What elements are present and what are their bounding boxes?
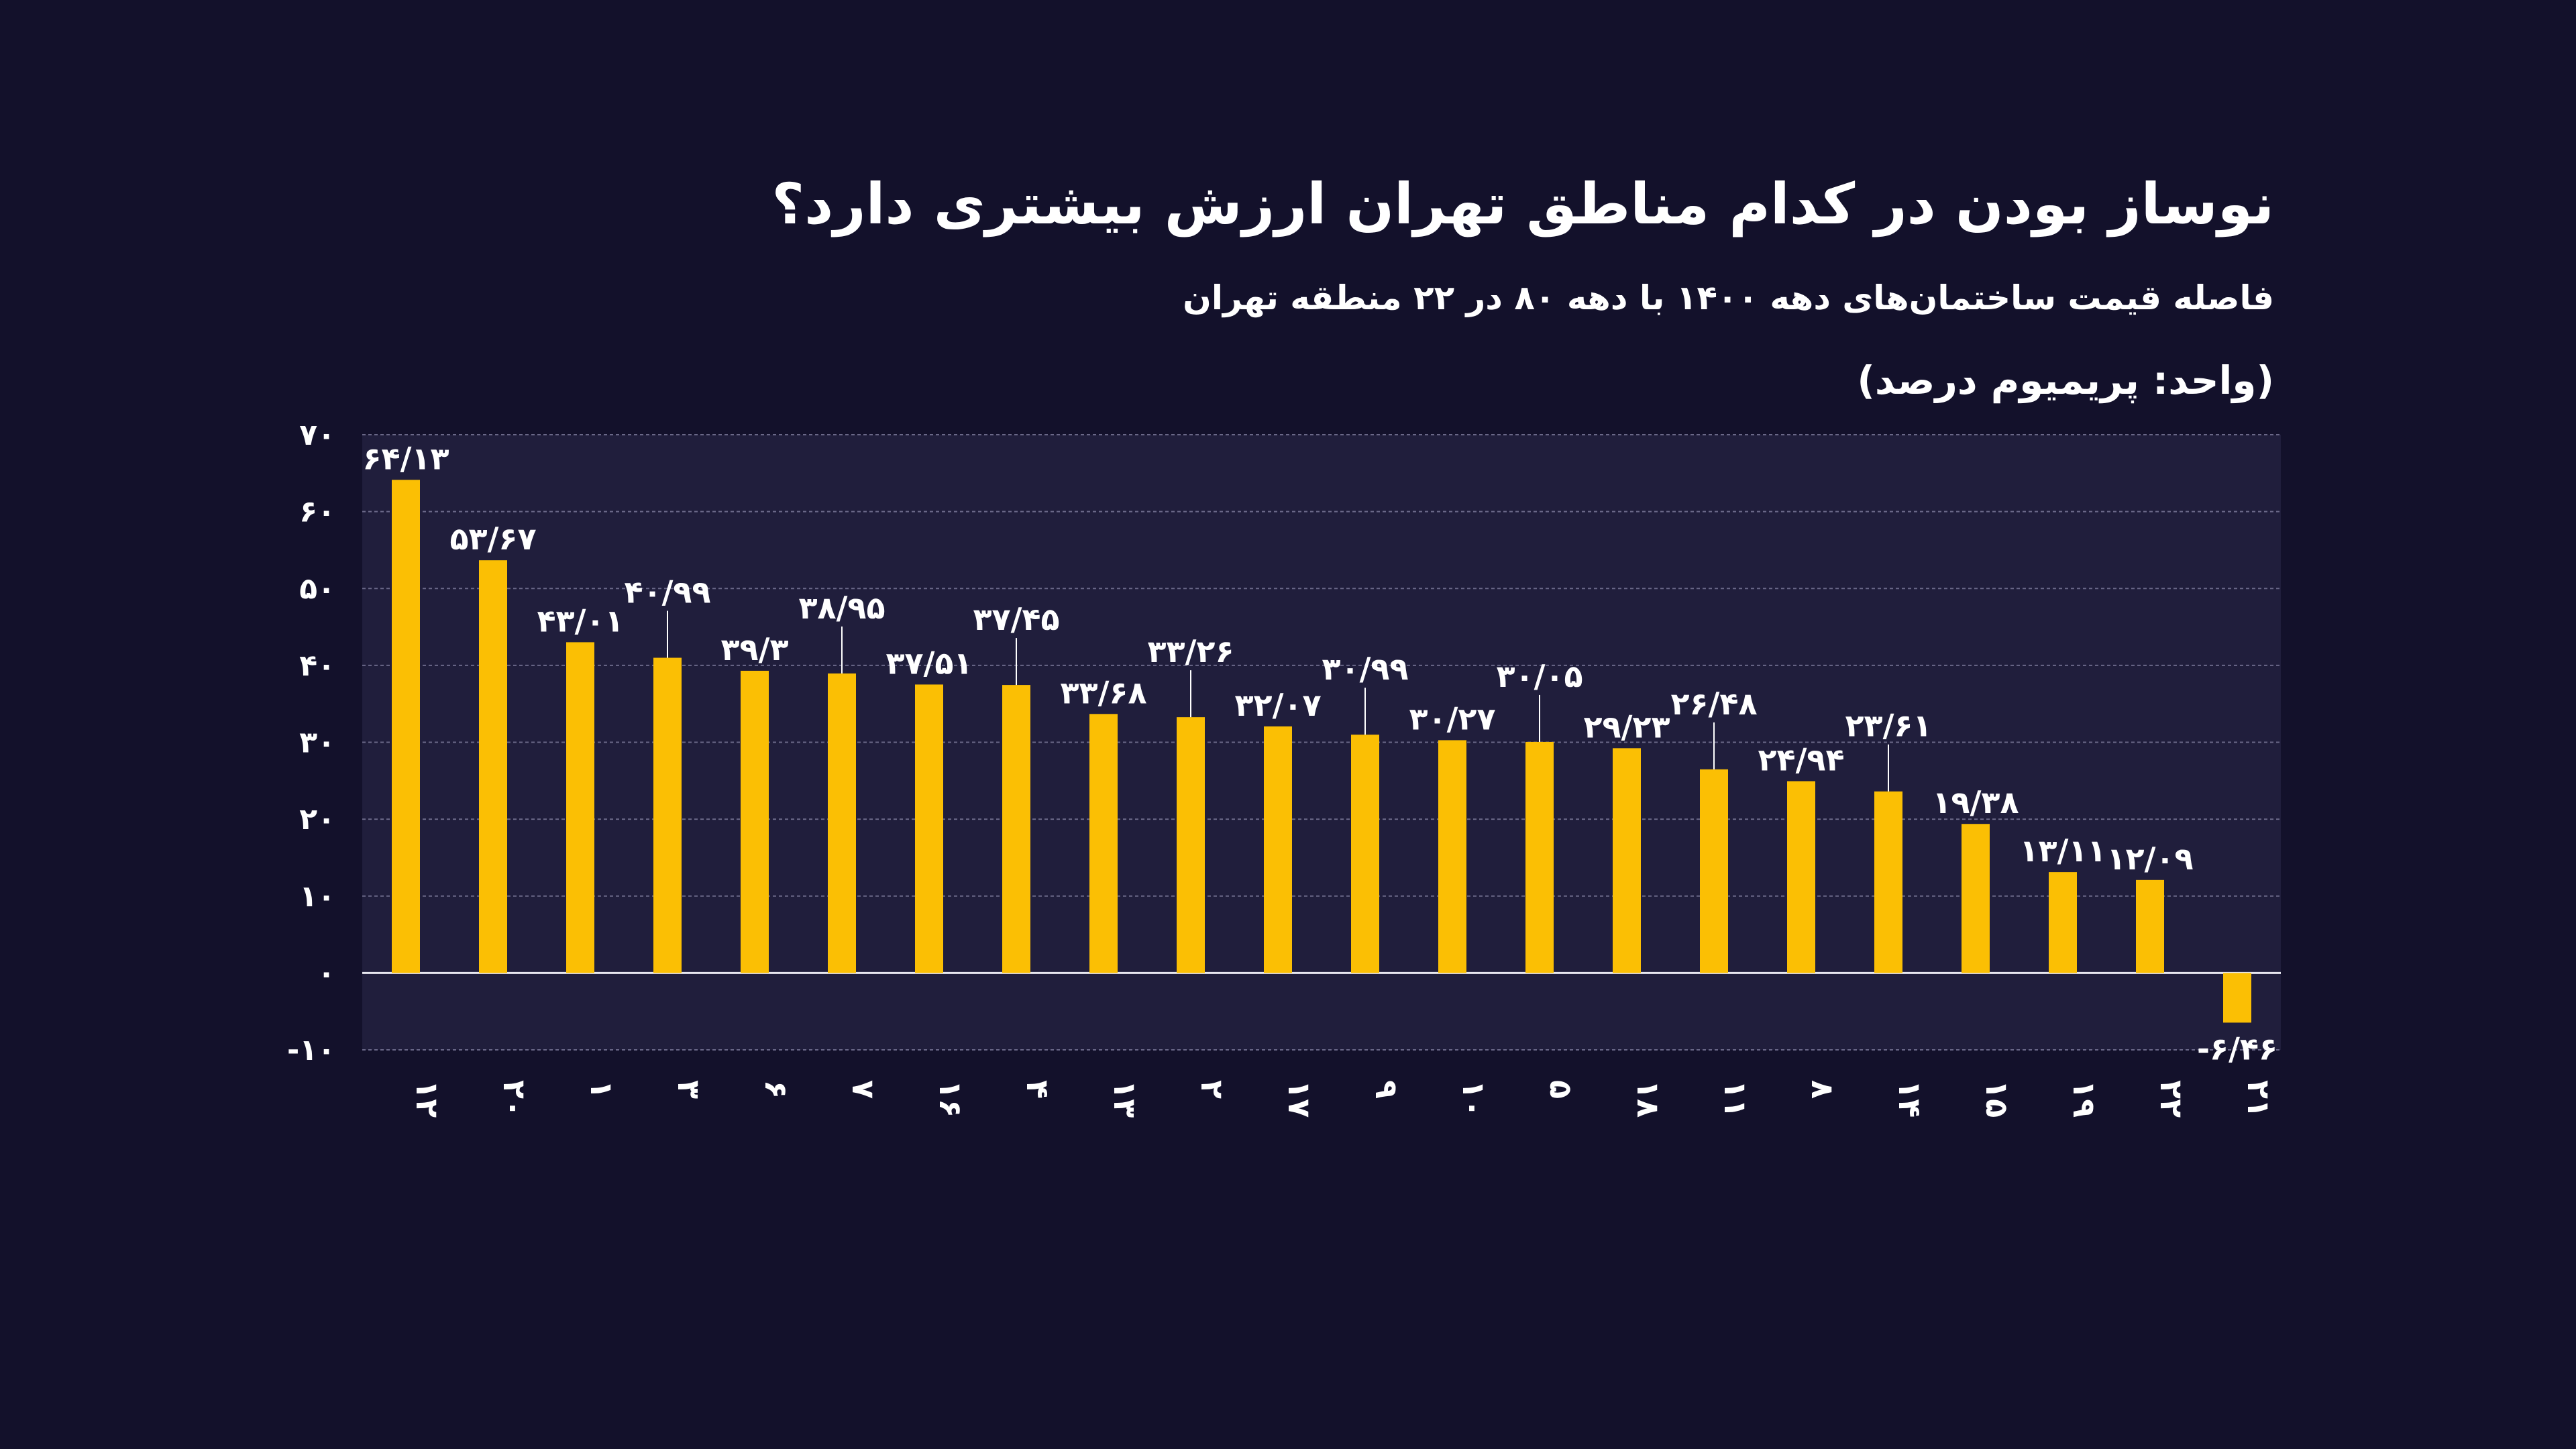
bar — [1264, 726, 1292, 973]
y-tick-label: ۱۰ — [299, 879, 335, 914]
bar — [741, 670, 769, 973]
data-label: ۴۰/۹۹ — [624, 574, 710, 610]
data-label: ۳۳/۲۶ — [1147, 633, 1234, 669]
bar — [828, 673, 856, 973]
y-tick-label: ۲۰ — [299, 802, 335, 837]
x-tick-label: ۱۲ — [409, 1080, 445, 1118]
data-label: ۴۳/۰۱ — [537, 602, 623, 639]
bar — [392, 480, 420, 973]
x-tick-label: ۸ — [1805, 1080, 1841, 1099]
x-tick-label: ۹ — [1368, 1080, 1405, 1099]
data-label: -۶/۴۶ — [2197, 1030, 2277, 1067]
x-tick-label: ۲۲ — [2153, 1080, 2190, 1118]
x-tick-label: ۱۷ — [1281, 1080, 1318, 1118]
data-label: ۳۰/۰۵ — [1496, 658, 1582, 694]
x-tick-label: ۶ — [758, 1080, 794, 1099]
data-label: ۳۰/۲۷ — [1409, 700, 1495, 737]
data-label: ۲۳/۶۱ — [1845, 708, 1931, 744]
x-tick-label: ۱۹ — [2066, 1080, 2102, 1118]
data-label: ۵۳/۶۷ — [449, 521, 536, 557]
chart-subtitle: فاصله قیمت ساختمان‌های دهه ۱۴۰۰ با دهه ۸… — [1183, 278, 2274, 317]
x-tick-label: ۱ — [584, 1080, 620, 1099]
x-tick-label: ۷ — [845, 1080, 881, 1099]
y-tick-label: ۶۰ — [299, 495, 335, 529]
data-label: ۲۴/۹۴ — [1758, 742, 1844, 778]
data-label: ۱۲/۰۹ — [2106, 841, 2193, 877]
bar — [1874, 791, 1902, 973]
data-label: ۳۳/۶۸ — [1060, 674, 1146, 710]
bar — [1700, 769, 1728, 973]
bar — [1438, 740, 1466, 973]
grid-lines — [362, 434, 2281, 1051]
y-tick-label: ۳۰ — [299, 726, 335, 760]
bar — [1613, 748, 1641, 973]
x-tick-label: ۴ — [1020, 1080, 1056, 1099]
x-tick-label: ۱۴ — [1892, 1080, 1928, 1118]
data-label: ۱۳/۱۱ — [2019, 833, 2106, 869]
x-tick-label: ۱۶ — [932, 1080, 969, 1118]
data-label: ۳۷/۵۱ — [885, 645, 972, 681]
x-tick-label: ۱۳ — [1107, 1080, 1143, 1118]
data-label: ۲۹/۲۳ — [1583, 708, 1670, 745]
bar — [1089, 714, 1118, 973]
bar — [2136, 879, 2164, 973]
x-axis-ticks: ۱۲ ۲۰ ۱ ۳ ۶ ۷ ۱۶ ۴ ۱۳ ۲ ۱۷ ۹ ۱۰ ۵ ۱۸ ۱۱ ۸ ۱۴ ۱۵ ۱۹ ۲۲ ۲۱ — [409, 1080, 2277, 1118]
data-label: ۱۹/۳۸ — [1932, 784, 2019, 820]
data-label: ۳۸/۹۵ — [798, 590, 885, 626]
y-tick-label: ۴۰ — [299, 649, 335, 683]
bar — [653, 657, 682, 973]
x-tick-label: ۱۸ — [1630, 1080, 1666, 1118]
bar — [1177, 717, 1205, 973]
y-tick-label: ۷۰ — [299, 418, 335, 452]
bar — [1962, 824, 1990, 973]
bar — [1525, 741, 1554, 973]
bar — [1002, 685, 1030, 973]
bar — [1351, 735, 1379, 973]
chart-title: نوساز بودن در کدام مناطق تهران ارزش بیشت… — [771, 171, 2274, 237]
unit-label: (واحد: پریمیوم درصد) — [1857, 358, 2274, 403]
data-label: ۳۲/۰۷ — [1234, 687, 1321, 723]
x-tick-label: ۳ — [671, 1080, 707, 1099]
bars — [392, 480, 2251, 1023]
bar — [2223, 973, 2251, 1023]
bar — [915, 684, 943, 973]
x-tick-label: ۱۱ — [1717, 1080, 1754, 1118]
data-label: ۳۷/۴۵ — [973, 601, 1059, 637]
data-label: ۳۰/۹۹ — [1322, 651, 1408, 687]
x-tick-label: ۱۰ — [1456, 1080, 1492, 1118]
y-tick-label: ۵۰ — [299, 572, 335, 606]
y-axis-ticks: ۷۰ ۶۰ ۵۰ ۴۰ ۳۰ ۲۰ ۱۰ ۰ -۱۰ — [287, 418, 335, 1067]
bar — [2049, 872, 2077, 973]
x-tick-label: ۲۱ — [2241, 1080, 2277, 1118]
bar — [479, 560, 507, 973]
x-tick-label: ۲ — [1194, 1080, 1230, 1099]
bar — [1787, 781, 1815, 973]
bar — [566, 642, 594, 973]
y-tick-label: -۱۰ — [287, 1033, 335, 1067]
x-tick-label: ۵ — [1543, 1080, 1579, 1099]
y-tick-label: ۰ — [317, 956, 335, 990]
plot-area — [362, 435, 2281, 1050]
data-label: ۳۹/۳ — [720, 631, 788, 667]
x-tick-label: ۱۵ — [1979, 1080, 2015, 1118]
x-tick-label: ۲۰ — [496, 1080, 533, 1118]
data-label: ۶۴/۱۳ — [362, 440, 449, 476]
data-label: ۲۶/۴۸ — [1670, 686, 1757, 722]
